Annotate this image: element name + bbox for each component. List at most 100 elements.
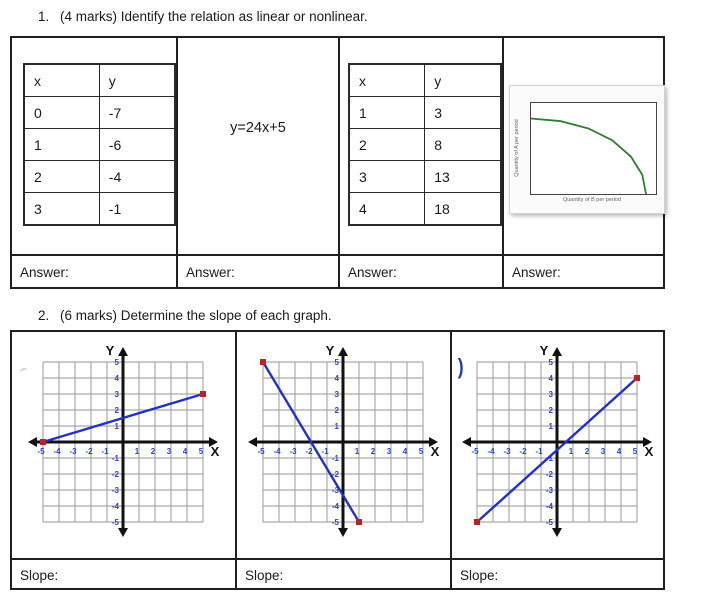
svg-text:1: 1 [115,422,120,431]
slope-label: Slope: [460,568,499,583]
svg-text:2: 2 [549,406,554,415]
svg-text:-3: -3 [332,486,340,495]
table-a-cell-y3: -1 [98,192,176,226]
svg-text:4: 4 [617,447,622,456]
table-a-header-y: y [98,63,176,97]
table-a-cell-y0: -7 [98,96,176,129]
svg-text:-3: -3 [69,447,77,456]
svg-text:Y: Y [106,343,115,358]
answer-cell-2[interactable]: Answer: [176,254,338,287]
svg-text:3: 3 [601,447,606,456]
table-a-cell-x1: 1 [23,128,100,161]
svg-text:-2: -2 [305,447,313,456]
svg-text:-4: -4 [53,447,61,456]
svg-text:-4: -4 [273,447,281,456]
svg-text:-3: -3 [546,486,554,495]
svg-text:5: 5 [115,358,120,367]
question1-table: x y 0 -7 1 -6 2 -4 3 -1 [10,36,665,289]
table-b-cell-y3: 18 [424,192,502,226]
svg-text:5: 5 [549,358,554,367]
graph-cell-2: -5 -5 -4 -4 -3 -3 -2 -2 -1 -1 1 1 2 2 3 3 4 4 5 5 Y X [235,332,450,558]
svg-text:-5: -5 [471,447,479,456]
answer-cell-1[interactable]: Answer: [12,254,176,287]
svg-text:X: X [645,444,654,459]
table-row: 1 3 [348,96,502,129]
slope-graph-2: -5 -5 -4 -4 -3 -3 -2 -2 -1 -1 1 1 2 2 3 3 4 4 5 5 Y X [241,338,446,549]
svg-text:-4: -4 [546,502,554,511]
svg-text:-5: -5 [37,447,45,456]
slope-graph-3: -5 -5 -4 -4 -3 -3 -2 -2 -1 -1 1 1 2 2 3 3 4 4 5 5 Y X [455,338,660,549]
svg-text:5: 5 [199,447,204,456]
table-b-header-y: y [424,63,502,97]
curve-figure: Quantity of A per period Quantity of B p… [509,85,665,214]
slope-label: Slope: [20,568,59,583]
svg-text:4: 4 [549,374,554,383]
svg-text:-3: -3 [112,486,120,495]
svg-text:-5: -5 [546,518,554,527]
table-a-cell-y1: -6 [98,128,176,161]
svg-text:X: X [211,444,220,459]
svg-text:5: 5 [335,358,340,367]
slope-cell-1[interactable]: Slope: [12,558,235,588]
curve-plot [530,102,657,195]
svg-text:-2: -2 [546,470,554,479]
answer-cell-3[interactable]: Answer: [338,254,502,287]
slope-label: Slope: [245,568,284,583]
table-a-cell-x2: 2 [23,160,100,193]
svg-text:-3: -3 [289,447,297,456]
question2-title: 2. (6 marks) Determine the slope of each … [38,308,332,323]
svg-text:-1: -1 [535,447,543,456]
curve-figure-cell: Quantity of A per period Quantity of B p… [502,38,665,254]
svg-text:4: 4 [115,374,120,383]
table-b-cell-y1: 8 [424,128,502,161]
table-row: 3 13 [348,160,502,193]
svg-text:3: 3 [167,447,172,456]
answer-label: Answer: [512,265,561,280]
svg-text:X: X [431,444,440,459]
table-b-cell-x1: 2 [348,128,426,161]
svg-text:-1: -1 [101,447,109,456]
xy-table-b: x y 1 3 2 8 3 13 4 18 [348,63,502,226]
svg-text:-5: -5 [332,518,340,527]
svg-text:-1: -1 [321,447,329,456]
svg-text:1: 1 [549,422,554,431]
svg-text:-4: -4 [487,447,495,456]
svg-text:-3: -3 [503,447,511,456]
curve-ylabel: Quantity of A per period [514,119,520,177]
table-row: 4 18 [348,192,502,226]
table-a-header-x: x [23,63,100,97]
curve-line [530,103,656,199]
question1-title: 1. (4 marks) Identify the relation as lin… [38,9,368,24]
table-b-cell-y2: 13 [424,160,502,193]
table-a-cell-x0: 0 [23,96,100,129]
svg-text:5: 5 [419,447,424,456]
svg-text:3: 3 [549,390,554,399]
answer-cell-4[interactable]: Answer: [502,254,663,287]
svg-text:3: 3 [387,447,392,456]
graph-cell-3: ) -5 -5 -4 -4 -3 -3 -2 -2 -1 -1 1 1 2 2 3 3 4 4 5 5 Y X [450,332,663,558]
curve-xlabel: Quantity of B per period [562,197,622,203]
svg-text:1: 1 [335,422,340,431]
table-b-cell: x y 1 3 2 8 3 13 4 18 [338,38,502,254]
svg-text:5: 5 [633,447,638,456]
svg-text:1: 1 [135,447,140,456]
svg-text:-4: -4 [112,502,120,511]
slope-graph-1: -5 -5 -4 -4 -3 -3 -2 -2 -1 -1 1 1 2 2 3 3 4 4 5 5 Y X [21,338,226,549]
answer-label: Answer: [348,265,397,280]
svg-text:-2: -2 [519,447,527,456]
slope-cell-2[interactable]: Slope: [235,558,450,588]
table-b-cell-x3: 4 [348,192,426,226]
svg-text:-5: -5 [112,518,120,527]
question1-prompt: (4 marks) Identify the relation as linea… [60,9,368,24]
table-row: 3 -1 [23,192,176,226]
xy-table-a: x y 0 -7 1 -6 2 -4 3 -1 [23,63,176,226]
answer-label: Answer: [20,265,69,280]
svg-text:2: 2 [335,406,340,415]
table-row: 2 -4 [23,160,176,193]
table-row: 2 8 [348,128,502,161]
table-row: 0 -7 [23,96,176,129]
svg-text:2: 2 [115,406,120,415]
slope-cell-3[interactable]: Slope: [450,558,663,588]
table-a-cell-y2: -4 [98,160,176,193]
